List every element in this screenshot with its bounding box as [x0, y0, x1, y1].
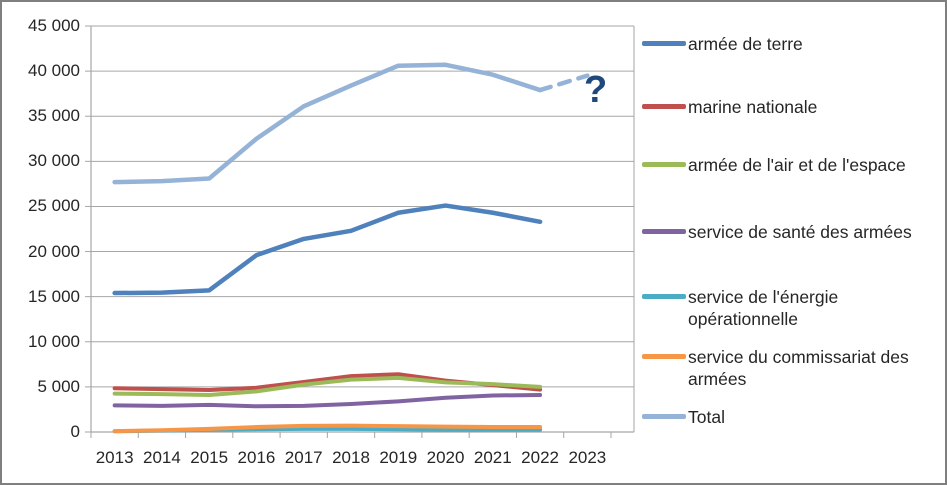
projection-question-annotation: ? [584, 69, 608, 111]
x-tick-label: 2019 [379, 448, 418, 467]
x-tick-label: 2017 [284, 448, 323, 467]
series-line-total-projection-dashed [537, 73, 590, 93]
legend-item-service-du-commissariat-des-arm-es[interactable]: service du commissariat des armées [642, 346, 945, 390]
y-tick-label: 40 000 [28, 61, 80, 81]
x-tick-label: 2018 [332, 448, 370, 467]
y-tick-label: 0 [70, 422, 80, 441]
legend-line-swatch [642, 162, 686, 167]
legend-item-marine-nationale[interactable]: marine nationale [642, 96, 817, 118]
legend-item-service-de-sant-des-arm-es[interactable]: service de santé des armées [642, 221, 912, 243]
x-tick-label: 2020 [426, 448, 465, 467]
y-tick-label: 25 000 [28, 196, 80, 216]
legend-item-service-de-l-nergie-op-rationnelle[interactable]: service de l'énergie opérationnelle [642, 286, 945, 330]
x-tick-label: 2022 [521, 448, 559, 467]
legend-label: armée de terre [688, 34, 803, 54]
x-tick-label: 2015 [190, 448, 229, 467]
y-tick-label: 35 000 [28, 106, 80, 126]
legend-label: Total [688, 407, 725, 427]
legend-item-arm-e-de-terre[interactable]: armée de terre [642, 33, 803, 55]
y-tick-label: 15 000 [28, 286, 80, 306]
series-line-service-de-sant-des-arm-es [112, 393, 543, 409]
legend-label: marine nationale [688, 97, 818, 117]
y-tick-label: 5 000 [37, 376, 80, 396]
legend-item-arm-e-de-l-air-et-de-l-espace[interactable]: armée de l'air et de l'espace [642, 154, 906, 176]
series-line-arm-e-de-l-air-et-de-l-espace [112, 375, 543, 398]
legend-label: service du commissariat des armées [688, 347, 909, 389]
y-tick-label: 30 000 [28, 151, 80, 171]
legend-label: service de l'énergie opérationnelle [688, 287, 839, 329]
legend-line-swatch [642, 354, 686, 359]
series-line-total [112, 62, 543, 185]
legend-line-swatch [642, 414, 686, 419]
x-tick-label: 2023 [568, 448, 607, 467]
y-tick-label: 10 000 [28, 331, 80, 351]
legend-line-swatch [642, 104, 686, 109]
legend-label: armée de l'air et de l'espace [688, 155, 906, 175]
legend-label: service de santé des armées [688, 222, 912, 242]
x-tick-label: 2016 [237, 448, 276, 467]
x-tick-label: 2014 [142, 448, 181, 467]
legend-item-total[interactable]: Total [642, 406, 725, 428]
legend-line-swatch [642, 229, 686, 234]
legend-line-swatch [642, 294, 686, 299]
series-line-service-du-commissariat-des-arm-es [112, 423, 543, 434]
y-tick-label: 20 000 [28, 241, 80, 261]
x-tick-label: 2021 [473, 448, 512, 467]
y-tick-label: 45 000 [28, 16, 80, 35]
legend-line-swatch [642, 41, 686, 46]
x-tick-label: 2013 [95, 448, 134, 467]
series-line-arm-e-de-terre [112, 203, 543, 296]
